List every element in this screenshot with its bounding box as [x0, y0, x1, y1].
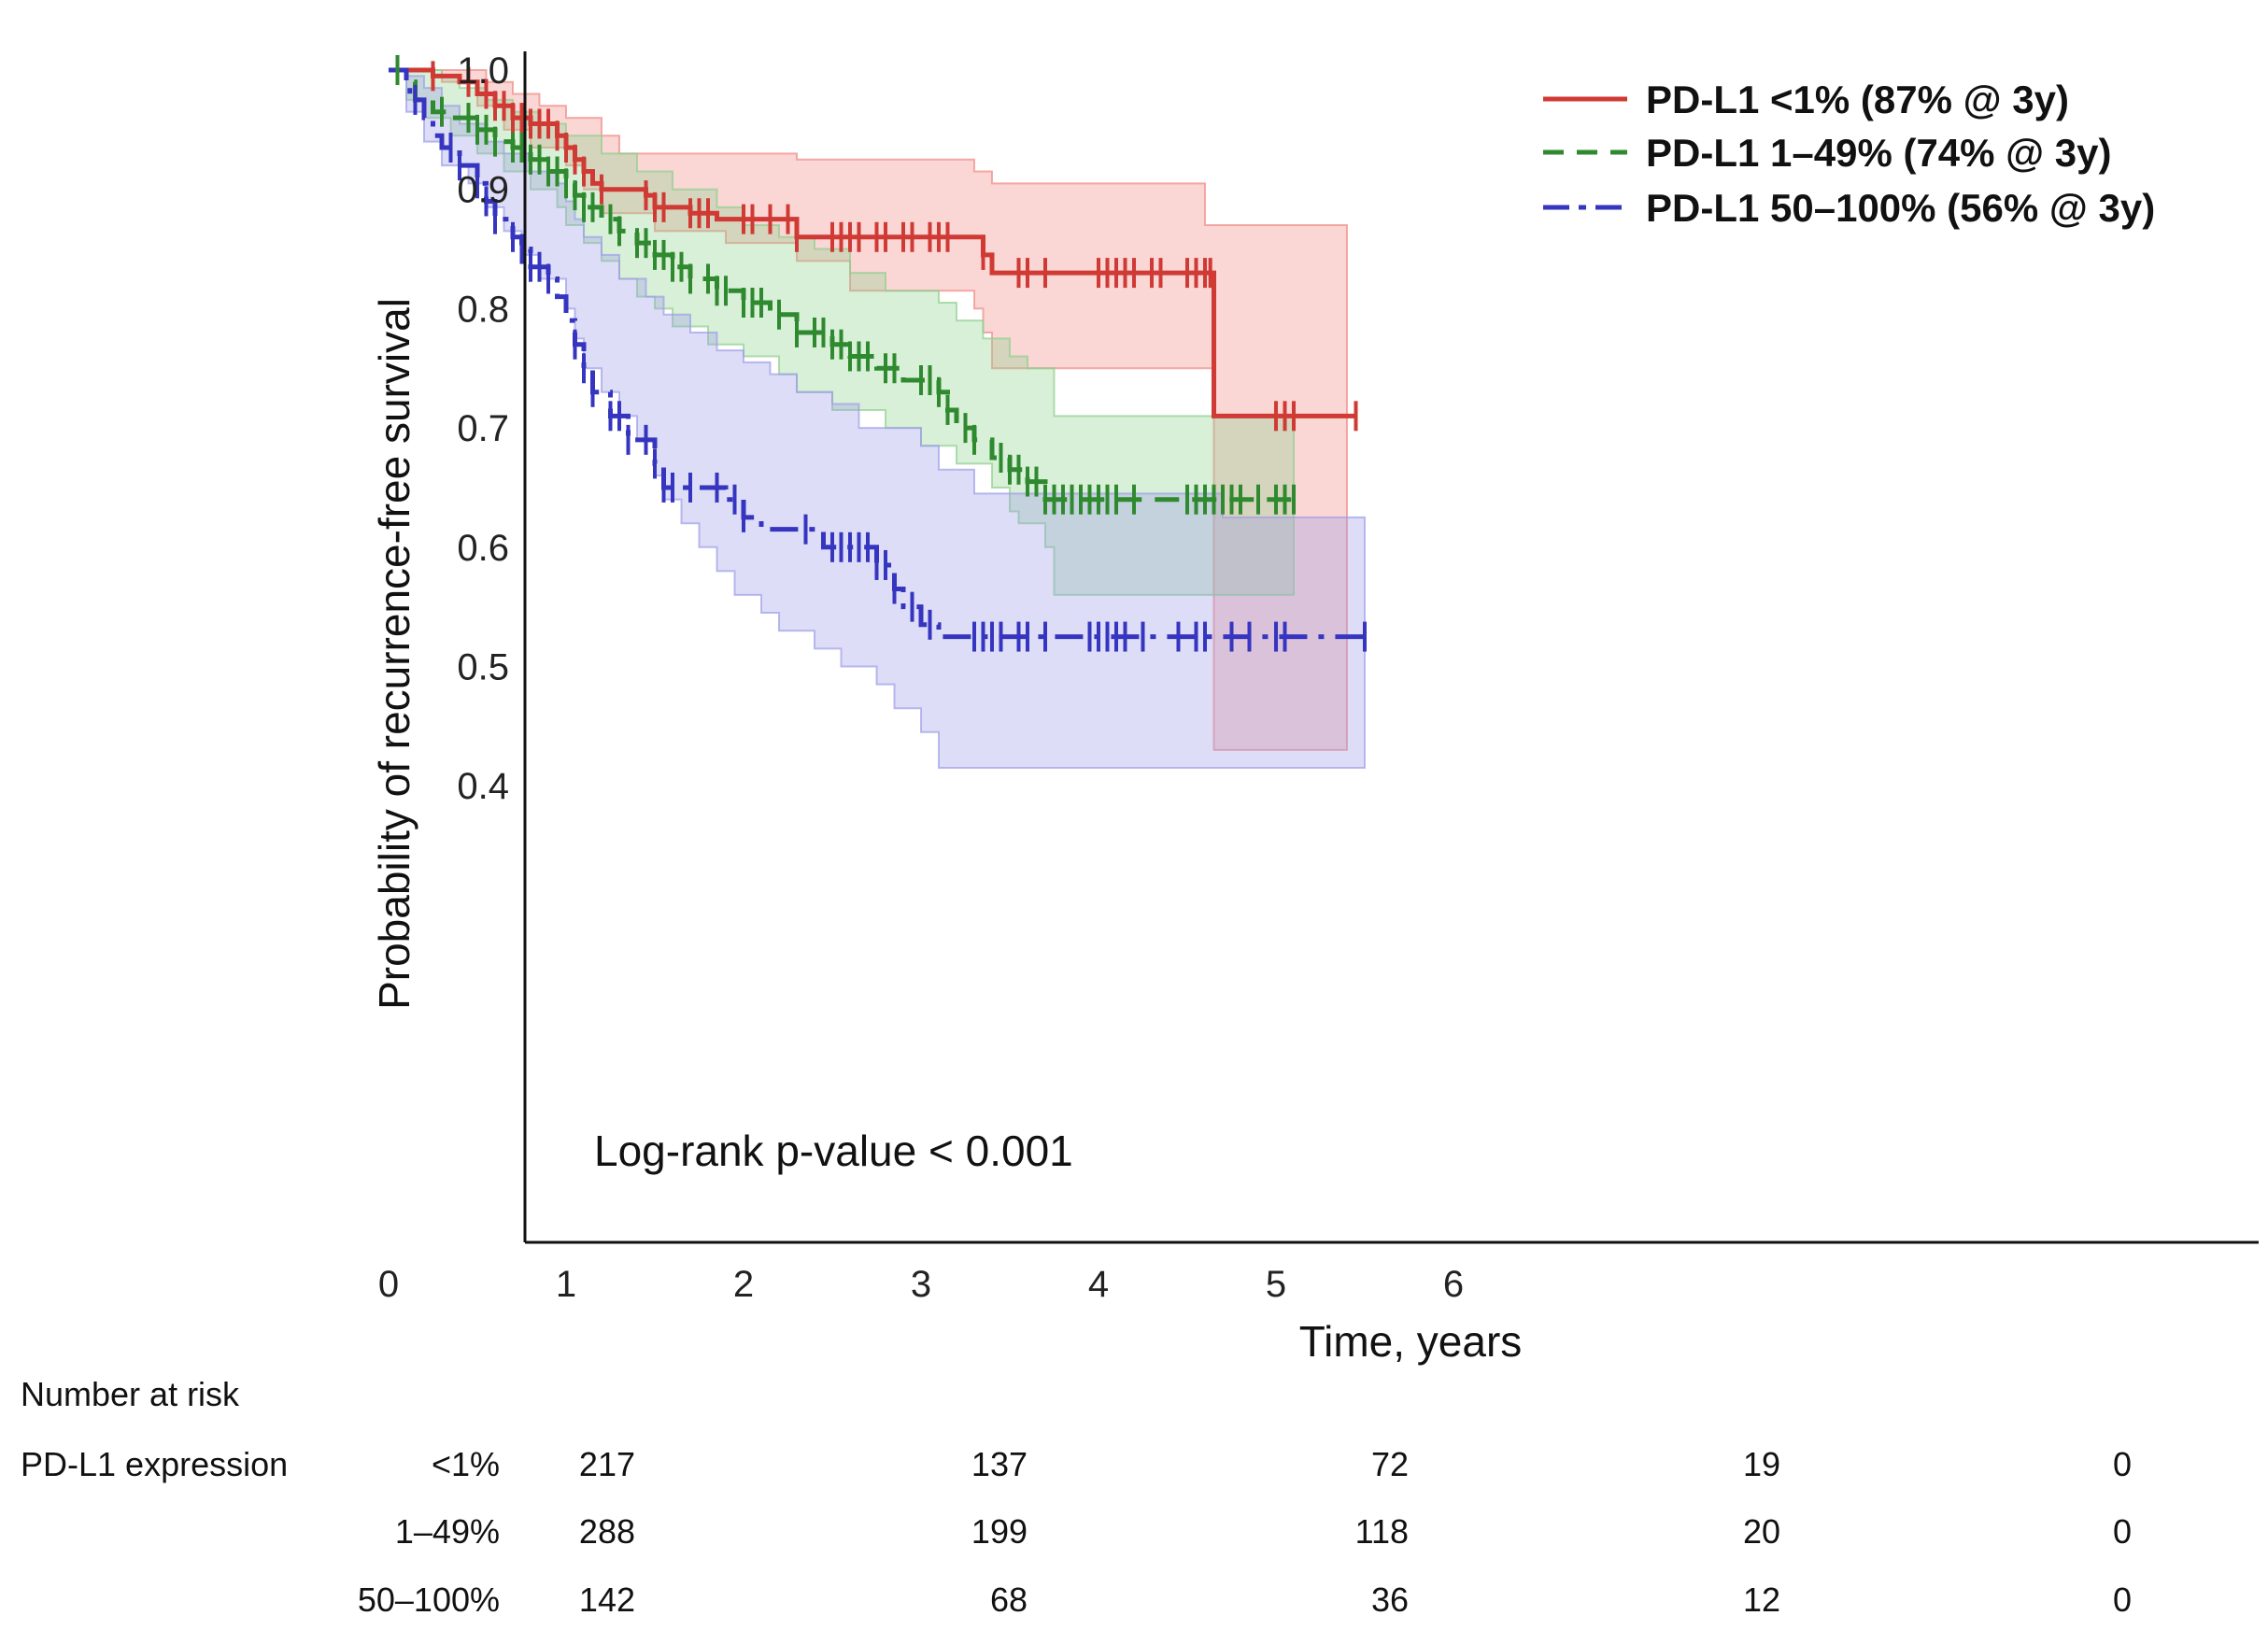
risk-count: 0: [2113, 1445, 2132, 1483]
y-tick-labels: 0.4 0.5 0.6 0.7 0.8 0.9 1.0: [457, 50, 509, 807]
x-tick-label: 1: [556, 1264, 576, 1305]
risk-row-label: 50–100%: [358, 1580, 500, 1619]
risk-count: 20: [1743, 1512, 1780, 1551]
risk-count: 36: [1371, 1580, 1409, 1619]
legend-label: PD-L1 <1% (87% @ 3y): [1646, 78, 2069, 121]
risk-count: 142: [579, 1580, 635, 1619]
risk-table: Number at risk PD-L1 expression <1% 217 13…: [21, 1375, 2132, 1619]
log-rank-annotation: Log-rank p-value < 0.001: [594, 1127, 1073, 1175]
risk-table-rows: <1% 217 137 72 19 0 1–49% 288 199 118 20 0 50–100% 14…: [358, 1445, 2132, 1619]
x-tick-label: 5: [1266, 1264, 1286, 1305]
ci-band-2: [389, 69, 1366, 770]
y-tick-label: 0.4: [457, 766, 509, 807]
risk-count: 0: [2113, 1512, 2132, 1551]
risk-row-label: <1%: [432, 1445, 500, 1483]
risk-count: 19: [1743, 1445, 1780, 1483]
x-tick-label: 4: [1088, 1264, 1109, 1305]
y-tick-label: 0.8: [457, 289, 509, 330]
y-axis-title: Probability of recurrence-free survival: [370, 298, 418, 1010]
x-tick-label: 6: [1443, 1264, 1464, 1305]
legend-item-pdl1-50-100[interactable]: PD-L1 50–100% (56% @ 3y): [1543, 186, 2155, 230]
y-tick-label: 0.5: [457, 647, 509, 688]
y-tick-label: 0.9: [457, 170, 509, 211]
risk-count: 217: [579, 1445, 635, 1483]
risk-count: 118: [1355, 1512, 1409, 1551]
confidence-bands: [389, 69, 1366, 770]
risk-count: 199: [971, 1512, 1028, 1551]
x-tick-label: 3: [911, 1264, 931, 1305]
risk-table-group-label: PD-L1 expression: [21, 1445, 288, 1483]
legend-label: PD-L1 1–49% (74% @ 3y): [1646, 131, 2112, 175]
legend-label: PD-L1 50–100% (56% @ 3y): [1646, 186, 2155, 230]
risk-count: 0: [2113, 1580, 2132, 1619]
risk-count: 68: [990, 1580, 1028, 1619]
x-tick-label: 2: [733, 1264, 754, 1305]
y-tick-label: 0.7: [457, 408, 509, 449]
risk-table-title: Number at risk: [21, 1375, 240, 1413]
risk-count: 288: [579, 1512, 635, 1551]
risk-row-label: 1–49%: [395, 1512, 500, 1551]
x-tick-labels: 0 1 2 3 4 5 6: [378, 1264, 1464, 1305]
legend-item-pdl1-1-49[interactable]: PD-L1 1–49% (74% @ 3y): [1543, 131, 2112, 175]
risk-count: 12: [1743, 1580, 1780, 1619]
legend-item-pdl1-lt1[interactable]: PD-L1 <1% (87% @ 3y): [1543, 78, 2069, 121]
risk-count: 72: [1371, 1445, 1409, 1483]
legend: PD-L1 <1% (87% @ 3y) PD-L1 1–49% (74% @ …: [1543, 78, 2155, 230]
censor-marks: [395, 55, 1367, 652]
x-tick-label: 0: [378, 1264, 399, 1305]
x-axis-title: Time, years: [1299, 1317, 1523, 1366]
risk-count: 137: [971, 1445, 1028, 1483]
y-tick-label: 0.6: [457, 528, 509, 569]
y-tick-label: 1.0: [457, 50, 509, 92]
